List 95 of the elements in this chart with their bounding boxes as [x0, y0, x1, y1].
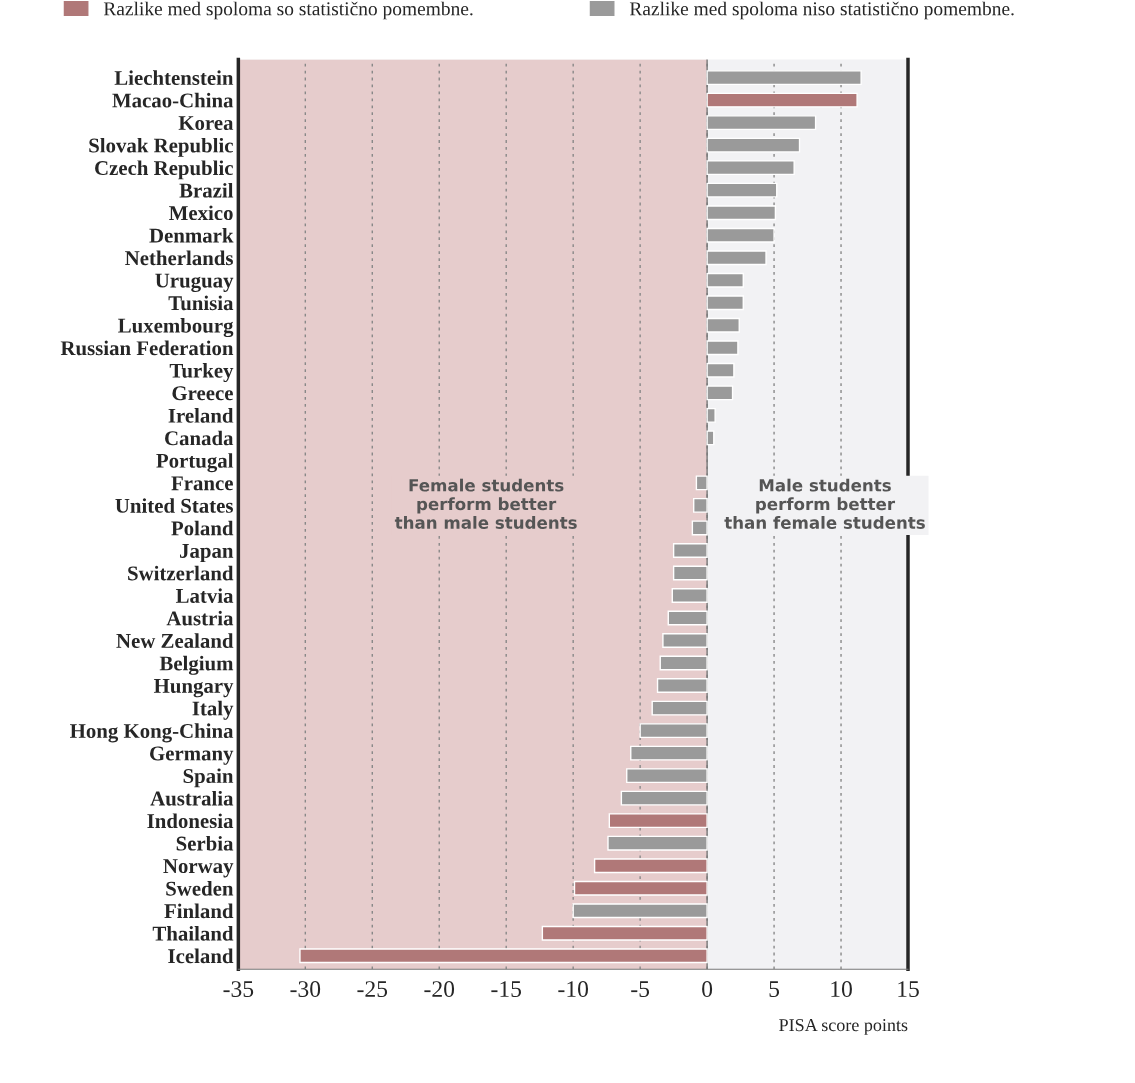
x-tick-label: -30 — [290, 981, 321, 998]
bar — [706, 115, 817, 131]
y-tick-label: Serbia — [176, 835, 234, 851]
x-tick-label: -15 — [491, 981, 522, 998]
y-tick-label: Norway — [163, 859, 234, 878]
bar — [671, 588, 708, 603]
bar — [706, 340, 739, 356]
bar — [706, 70, 862, 86]
legend-label: Razlike med spoloma niso statistično pomembne. — [629, 1, 1014, 20]
bar — [706, 205, 777, 221]
bar — [706, 362, 735, 378]
y-tick-label: Japan — [179, 544, 234, 563]
y-tick-label: New Zealand — [116, 633, 234, 648]
bar — [608, 813, 708, 829]
x-tick-label: -20 — [424, 981, 455, 998]
y-tick-label: Canada — [165, 430, 234, 446]
bar — [541, 925, 708, 941]
bar — [706, 407, 716, 423]
y-tick-label: Luxembourg — [118, 318, 234, 338]
bar — [706, 430, 715, 446]
y-tick-label: France — [171, 476, 233, 491]
y-tick-label: Sweden — [166, 880, 234, 896]
x-tick-label: 10 — [831, 981, 852, 998]
bar — [706, 137, 801, 153]
y-tick-label: Tunisia — [168, 295, 234, 311]
y-tick-label: Macao-China — [112, 92, 234, 108]
y-tick-label: Ireland — [168, 408, 234, 423]
y-tick-label: Germany — [150, 746, 234, 765]
y-tick-label: Korea — [178, 116, 234, 131]
x-tick-label: -25 — [357, 981, 388, 998]
bar — [691, 520, 708, 536]
y-tick-label: Spain — [183, 768, 234, 788]
x-tick-label: -10 — [558, 981, 589, 998]
bar — [639, 723, 708, 739]
bar — [706, 272, 744, 288]
bar — [607, 835, 708, 851]
y-tick-label: Mexico — [169, 205, 233, 221]
y-tick-label: Latvia — [175, 588, 234, 603]
bar — [706, 227, 775, 243]
y-tick-label: Portugal — [156, 453, 234, 473]
bar — [620, 790, 708, 806]
bar — [706, 385, 734, 401]
y-tick-label: Liechtenstein — [114, 70, 234, 86]
bar — [299, 948, 708, 964]
bar — [662, 633, 708, 648]
bar — [706, 250, 767, 266]
y-tick-label: Greece — [172, 386, 233, 401]
y-tick-label: Finland — [164, 903, 234, 919]
y-tick-label: Belgium — [159, 655, 234, 675]
y-tick-label: Hungary — [153, 679, 234, 698]
bar — [572, 903, 708, 919]
y-tick-label: Austria — [166, 610, 234, 626]
y-tick-label: Iceland — [168, 948, 234, 964]
bar — [672, 543, 708, 558]
y-tick-label: Netherlands — [125, 250, 233, 266]
y-tick-label: Poland — [171, 520, 234, 536]
bar — [706, 182, 778, 198]
bar — [593, 858, 708, 874]
annotation: Female students perform better than male students — [394, 478, 577, 529]
bar — [659, 655, 708, 671]
y-tick-label: Hong Kong-China — [70, 723, 234, 743]
y-tick-label: Thailand — [152, 926, 234, 941]
y-tick-label: Italy — [192, 700, 234, 720]
y-tick-label: Indonesia — [147, 813, 234, 829]
y-tick-label: Czech Republic — [95, 160, 233, 180]
bar — [667, 610, 708, 626]
bar — [651, 700, 708, 716]
bar — [695, 475, 708, 491]
y-tick-label: Slovak Republic — [89, 137, 233, 157]
bar — [706, 317, 740, 333]
x-tick-label: 0 — [702, 981, 713, 998]
x-tick-label: -35 — [223, 981, 254, 998]
y-tick-label: United States — [115, 498, 233, 513]
legend-label: Razlike med spoloma so statistično pomembne. — [103, 1, 473, 20]
bar — [630, 745, 708, 761]
bar — [573, 880, 708, 896]
bar — [672, 565, 708, 581]
y-tick-label: Denmark — [149, 227, 234, 243]
y-tick-label: Brazil — [179, 182, 234, 198]
bar — [626, 768, 708, 784]
bar — [706, 160, 795, 176]
bar — [706, 295, 744, 311]
annotation: Male students perform better than female students — [724, 478, 925, 529]
x-axis-title: PISA score points — [779, 1019, 908, 1035]
y-tick-label: Turkey — [169, 363, 234, 383]
y-tick-label: Australia — [150, 790, 234, 806]
bar — [656, 678, 708, 694]
x-tick-label: 5 — [769, 981, 780, 998]
bar — [693, 497, 708, 513]
y-tick-label: Uruguay — [155, 273, 234, 292]
x-tick-label: 15 — [898, 981, 919, 998]
bar — [706, 92, 858, 108]
y-tick-label: Russian Federation — [60, 340, 234, 356]
y-tick-label: Switzerland — [128, 565, 234, 581]
x-tick-label: -5 — [631, 981, 650, 998]
